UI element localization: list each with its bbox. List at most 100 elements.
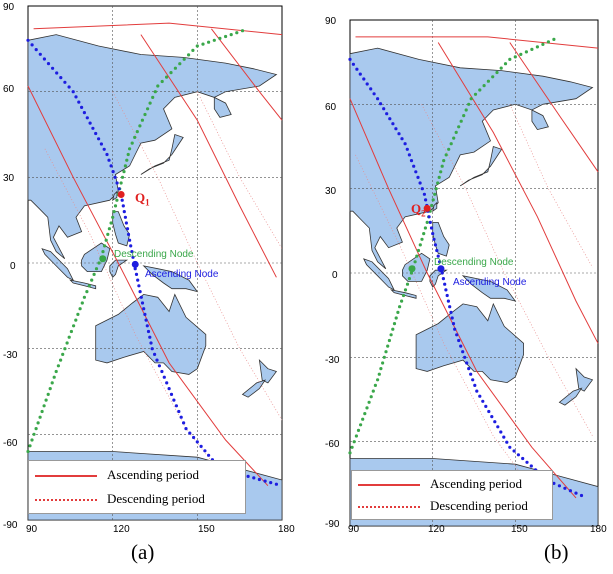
green-track-dot bbox=[115, 198, 119, 202]
blue-track-dot bbox=[257, 477, 261, 482]
green-track-dot bbox=[101, 250, 105, 254]
blue-track-dot bbox=[74, 95, 78, 99]
new-zealand-south-landmass bbox=[558, 387, 583, 406]
descending-node-marker bbox=[408, 265, 416, 273]
green-track-dot bbox=[401, 293, 406, 298]
green-track-dot bbox=[440, 164, 444, 168]
green-track-dot bbox=[182, 57, 186, 61]
blue-track-dot bbox=[451, 322, 456, 326]
green-track-dot bbox=[191, 48, 195, 53]
green-track-dot bbox=[356, 428, 361, 432]
green-track-dot bbox=[354, 434, 358, 438]
blue-track-dot bbox=[478, 394, 482, 398]
green-track-dot bbox=[403, 288, 408, 292]
green-track-dot bbox=[423, 226, 427, 230]
blue-track-dot bbox=[443, 282, 447, 286]
blue-track-dot bbox=[129, 244, 133, 248]
green-track-dot bbox=[430, 203, 434, 208]
blue-track-dot bbox=[407, 153, 411, 157]
blue-track-dot bbox=[450, 316, 454, 320]
green-track-dot bbox=[133, 135, 137, 139]
blue-track-dot bbox=[30, 43, 34, 47]
blue-track-dot bbox=[203, 449, 207, 453]
blue-track-dot bbox=[167, 387, 171, 391]
blue-track-dot bbox=[379, 102, 383, 106]
green-track-dot bbox=[28, 444, 32, 448]
green-track-dot bbox=[352, 440, 356, 444]
green-track-dot bbox=[30, 438, 34, 442]
green-track-dot bbox=[44, 398, 48, 402]
blue-track-dot bbox=[192, 435, 196, 440]
green-track-dot bbox=[56, 364, 61, 368]
descending-track bbox=[196, 91, 283, 249]
blue-track-dot bbox=[461, 350, 465, 354]
green-track-dot bbox=[87, 284, 91, 288]
ascending-track bbox=[349, 98, 577, 499]
green-track-dot bbox=[125, 158, 129, 162]
blue-track-dot bbox=[102, 147, 106, 151]
blue-track-dot bbox=[505, 440, 509, 444]
blue-track-dot bbox=[429, 226, 434, 230]
blue-track-dot bbox=[557, 484, 561, 488]
blue-track-dot bbox=[457, 338, 461, 343]
taiwan-landmass bbox=[112, 190, 118, 202]
green-track-dot bbox=[61, 352, 65, 356]
blue-track-dot bbox=[184, 427, 188, 431]
green-track-dot bbox=[48, 387, 52, 391]
green-track-dot bbox=[495, 70, 499, 75]
y-tick-m30-b: -30 bbox=[325, 355, 340, 366]
kamchatka-landmass bbox=[531, 109, 549, 131]
green-track-dot bbox=[80, 301, 84, 305]
panel-b: 90 60 30 0 -30 -60 -90 90 120 150 180 Q2… bbox=[322, 0, 613, 574]
map-a bbox=[26, 5, 283, 521]
blue-track-dot bbox=[77, 100, 81, 104]
australia-landmass bbox=[95, 293, 207, 375]
green-track-dot bbox=[212, 38, 216, 42]
blue-track-dot bbox=[34, 48, 38, 52]
green-track-dot bbox=[478, 88, 482, 92]
green-track-dot bbox=[425, 220, 429, 224]
green-track-dot bbox=[386, 344, 390, 348]
blue-track-dot bbox=[516, 453, 520, 457]
green-track-dot bbox=[104, 238, 108, 242]
blue-track-dot bbox=[416, 175, 420, 179]
blue-track-dot bbox=[207, 453, 211, 457]
y-tick-60: 60 bbox=[3, 84, 15, 95]
green-track-dot bbox=[394, 316, 398, 320]
green-track-dot bbox=[499, 66, 503, 70]
blue-track-dot bbox=[139, 295, 143, 299]
blue-track-dot bbox=[55, 71, 59, 75]
y-tick-30: 30 bbox=[3, 173, 15, 184]
blue-track-dot bbox=[188, 431, 192, 435]
green-track-dot bbox=[76, 312, 80, 316]
blue-track-dot bbox=[484, 404, 488, 408]
x-tick-180-b: 180 bbox=[590, 524, 607, 535]
green-track-dot bbox=[467, 102, 471, 106]
ascending-node-label-b: Ascending Node bbox=[453, 277, 527, 288]
blue-track-dot bbox=[508, 445, 512, 449]
blue-track-dot bbox=[362, 77, 366, 81]
blue-track-dot bbox=[525, 460, 529, 464]
blue-track-dot bbox=[502, 435, 506, 439]
green-track-dot bbox=[63, 347, 67, 351]
legend-dotted-line-b bbox=[358, 506, 420, 508]
green-track-dot bbox=[138, 124, 142, 128]
blue-track-dot bbox=[499, 430, 503, 434]
blue-track-dot bbox=[438, 260, 442, 264]
green-track-dot bbox=[473, 92, 478, 96]
green-track-dot bbox=[371, 389, 375, 393]
green-track-dot bbox=[109, 221, 113, 225]
blue-track-dot bbox=[428, 220, 432, 224]
descending-node-marker bbox=[99, 255, 107, 263]
blue-track-dot bbox=[153, 352, 157, 356]
green-track-dot bbox=[130, 141, 134, 145]
blue-track-dot bbox=[63, 80, 67, 84]
green-track-dot bbox=[207, 40, 211, 44]
panel-a: 90 60 30 0 -30 -60 -90 90 120 150 180 Q1… bbox=[0, 0, 300, 574]
green-track-dot bbox=[392, 322, 397, 326]
green-track-dot bbox=[103, 244, 107, 248]
blue-track-dot bbox=[126, 232, 131, 236]
legend-descending-b: Descending period bbox=[352, 496, 552, 516]
x-tick-180: 180 bbox=[278, 524, 295, 535]
green-track-dot bbox=[398, 305, 402, 309]
